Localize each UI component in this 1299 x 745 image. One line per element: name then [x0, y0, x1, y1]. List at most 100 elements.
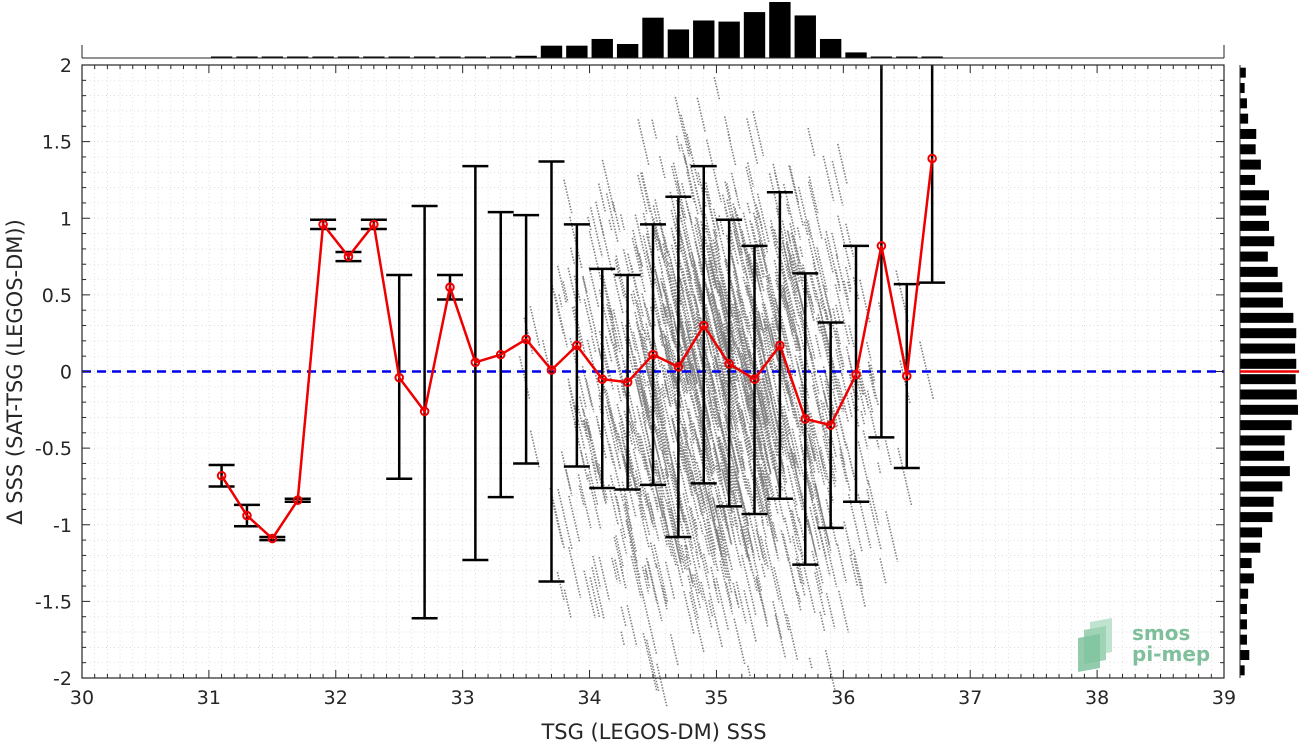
scatter-point [723, 323, 732, 354]
scatter-point [768, 173, 780, 213]
top-histogram-bar [210, 56, 233, 58]
mean-point [673, 362, 684, 372]
scatter-point [609, 475, 627, 539]
scatter-point [753, 473, 765, 513]
scatter-point [841, 374, 853, 418]
scatter-point [640, 387, 655, 443]
scatter-point [819, 375, 828, 407]
right-histogram-bar [1240, 297, 1283, 308]
scatter-point [723, 509, 730, 532]
scatter-point [757, 392, 768, 426]
mean-point [648, 349, 658, 360]
scatter-point [603, 388, 613, 422]
scatter-point [745, 166, 760, 219]
scatter-point [608, 443, 624, 503]
scatter-point [781, 237, 796, 294]
scatter-point [598, 330, 612, 380]
top-histogram-bar [236, 56, 258, 58]
scatter-point [602, 281, 612, 313]
scatter-point [705, 453, 713, 477]
scatter-point [812, 371, 820, 394]
scatter-point [739, 529, 749, 560]
scatter-point [728, 506, 735, 527]
scatter-point [617, 433, 629, 476]
scatter-point [646, 381, 656, 412]
scatter-point [816, 257, 833, 322]
scatter-point [680, 144, 687, 164]
scatter-point [795, 563, 802, 585]
scatter-point [687, 408, 695, 432]
scatter-point [774, 172, 781, 194]
scatter-point [782, 286, 795, 333]
scatter-point [746, 202, 751, 215]
scatter-point [766, 412, 778, 457]
mean-point [572, 340, 582, 351]
x-tick-label: 33 [451, 687, 475, 709]
scatter-point [822, 391, 829, 410]
scatter-point [753, 423, 769, 481]
scatter-point [761, 312, 767, 332]
scatter-point [739, 316, 751, 357]
scatter-point [761, 303, 774, 348]
scatter-point [765, 373, 773, 400]
scatter-point [727, 134, 737, 167]
scatter-point [824, 650, 836, 692]
scatter-point [798, 355, 810, 399]
right-histogram-bar [1240, 343, 1296, 354]
scatter-point [652, 401, 669, 465]
scatter-point [756, 262, 765, 292]
scatter-point [661, 313, 677, 370]
scatter-point [807, 127, 816, 157]
scatter-point [836, 143, 848, 185]
scatter-point [758, 312, 765, 334]
scatter-point [919, 341, 935, 400]
scatter-point [733, 219, 744, 256]
scatter-point [693, 295, 700, 312]
scatter-point [825, 441, 837, 482]
scatter-point [642, 212, 651, 239]
scatter-point [741, 417, 749, 441]
scatter-point [651, 119, 658, 139]
scatter-point [616, 355, 625, 387]
scatter-point [837, 590, 850, 633]
right-histogram-bar [1240, 466, 1290, 477]
scatter-point [708, 331, 719, 371]
scatter-point [728, 341, 738, 372]
scatter-point [649, 542, 658, 569]
scatter-point [849, 554, 859, 587]
scatter-point [732, 455, 740, 479]
scatter-point [813, 503, 820, 525]
scatter-point [710, 292, 725, 349]
scatter-point [685, 361, 693, 386]
scatter-point [755, 216, 767, 259]
scatter-point [781, 262, 796, 317]
scatter-point [633, 356, 647, 407]
scatter-point [792, 499, 800, 522]
scatter-point [756, 464, 763, 487]
scatter-point [808, 657, 813, 670]
scatter-point [792, 254, 799, 276]
scatter-point [807, 220, 818, 260]
scatter-point [787, 558, 798, 596]
scatter-point [721, 323, 729, 345]
scatter-point [660, 271, 670, 303]
scatter-point [884, 440, 892, 465]
scatter-point [615, 535, 625, 568]
scatter-point [692, 259, 703, 300]
scatter-point [750, 545, 763, 592]
scatter-point [671, 419, 681, 451]
scatter-point [683, 428, 692, 457]
scatter-point [837, 215, 852, 270]
scatter-point [529, 305, 541, 348]
scatter-point [747, 478, 754, 502]
scatter-point [755, 576, 768, 622]
scatter-point [845, 223, 855, 257]
scatter-point [556, 265, 568, 304]
scatter-point [788, 259, 794, 274]
scatter-point [683, 590, 695, 635]
scatter-point [638, 504, 650, 549]
scatter-point [712, 348, 726, 396]
scatter-point [595, 415, 605, 448]
scatter-point [718, 290, 729, 330]
scatter-point [661, 370, 672, 407]
